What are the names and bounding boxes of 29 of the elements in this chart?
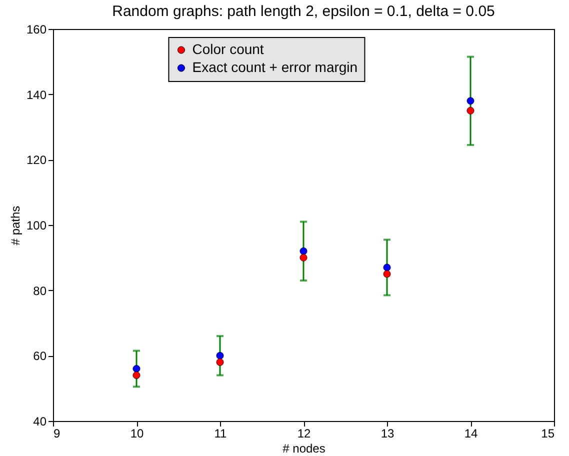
point <box>216 358 224 366</box>
point <box>300 254 308 262</box>
point <box>466 106 474 114</box>
x-tick-label: 10 <box>130 426 144 440</box>
x-tick-label: 11 <box>214 426 228 440</box>
point <box>466 97 474 105</box>
y-tick-label: 100 <box>26 218 47 232</box>
x-tick-label: 14 <box>464 426 478 440</box>
x-tick-label: 12 <box>297 426 311 440</box>
point <box>383 264 391 272</box>
chart-title: Random graphs: path length 2, epsilon = 0.1, delta = 0.05 <box>112 3 495 20</box>
x-axis-title: # nodes <box>282 442 326 456</box>
y-tick-label: 60 <box>33 349 47 364</box>
point <box>132 365 140 372</box>
legend-label: Color count <box>192 41 264 57</box>
point <box>300 247 308 255</box>
point <box>383 270 391 278</box>
y-axis-title: # paths <box>8 206 22 246</box>
y-tick-label: 80 <box>33 284 47 298</box>
x-tick-label: 13 <box>380 426 394 440</box>
y-tick-label: 120 <box>26 153 47 168</box>
x-tick-label: 9 <box>54 426 60 440</box>
point <box>132 372 140 379</box>
y-tick-label: 140 <box>26 88 47 102</box>
y-tick-label: 40 <box>33 414 47 428</box>
x-tick-label: 15 <box>541 426 555 440</box>
point <box>216 352 224 360</box>
legend-label: Exact count + error margin <box>192 59 358 75</box>
y-tick-label: 160 <box>26 22 47 36</box>
